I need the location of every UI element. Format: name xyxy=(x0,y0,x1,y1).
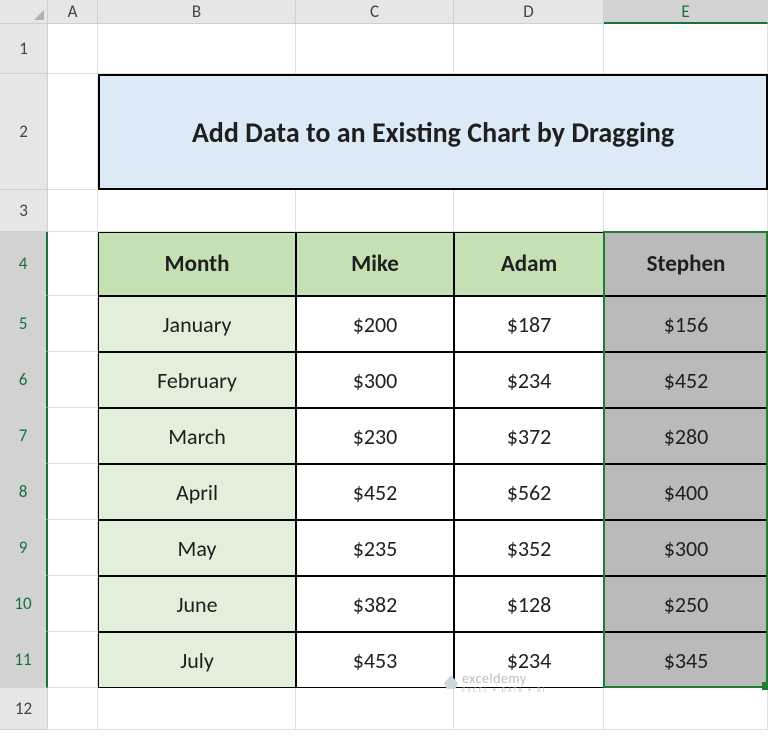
cell[interactable] xyxy=(48,24,98,74)
cell[interactable] xyxy=(48,520,98,576)
watermark-icon xyxy=(444,675,458,689)
row-header-12[interactable]: 12 xyxy=(0,688,48,730)
stephen-cell[interactable]: $280 xyxy=(604,408,768,464)
month-cell[interactable]: June xyxy=(98,576,296,632)
row-header-7[interactable]: 7 xyxy=(0,408,48,464)
mike-cell[interactable]: $382 xyxy=(296,576,454,632)
stephen-cell[interactable]: $452 xyxy=(604,352,768,408)
adam-cell[interactable]: $372 xyxy=(454,408,604,464)
row-header-6[interactable]: 6 xyxy=(0,352,48,408)
cell[interactable] xyxy=(98,688,296,730)
cell[interactable] xyxy=(454,24,604,74)
row-header-8[interactable]: 8 xyxy=(0,464,48,520)
cell[interactable] xyxy=(604,688,768,730)
title-cell[interactable]: Add Data to an Existing Chart by Draggin… xyxy=(98,74,768,190)
stephen-cell[interactable]: $400 xyxy=(604,464,768,520)
mike-cell[interactable]: $200 xyxy=(296,296,454,352)
stephen-cell[interactable]: $300 xyxy=(604,520,768,576)
column-header-E[interactable]: E xyxy=(604,0,768,24)
row-header-10[interactable]: 10 xyxy=(0,576,48,632)
stephen-cell[interactable]: $250 xyxy=(604,576,768,632)
column-header-C[interactable]: C xyxy=(296,0,454,24)
data-table: MonthMikeAdamStephen January$200$187$156 F… xyxy=(98,232,768,688)
mike-cell[interactable]: $452 xyxy=(296,464,454,520)
mike-cell[interactable]: $235 xyxy=(296,520,454,576)
watermark-sub: EXCEL • DATA • BI xyxy=(462,685,546,694)
cell[interactable] xyxy=(48,352,98,408)
column-header-D[interactable]: D xyxy=(454,0,604,24)
table-header-adam[interactable]: Adam xyxy=(454,232,604,296)
cell[interactable] xyxy=(454,190,604,232)
cell[interactable] xyxy=(454,688,604,730)
cell[interactable] xyxy=(48,296,98,352)
stephen-cell[interactable]: $156 xyxy=(604,296,768,352)
row-header-1[interactable]: 1 xyxy=(0,24,48,74)
row-headers: 123456789101112 xyxy=(0,24,48,730)
adam-cell[interactable]: $562 xyxy=(454,464,604,520)
column-header-A[interactable]: A xyxy=(48,0,98,24)
row-header-11[interactable]: 11 xyxy=(0,632,48,688)
cell[interactable] xyxy=(48,688,98,730)
cell[interactable] xyxy=(604,190,768,232)
adam-cell[interactable]: $234 xyxy=(454,352,604,408)
mike-cell[interactable]: $453 xyxy=(296,632,454,688)
cell[interactable] xyxy=(98,24,296,74)
cell[interactable] xyxy=(48,632,98,688)
month-cell[interactable]: May xyxy=(98,520,296,576)
cell[interactable] xyxy=(48,576,98,632)
row-header-9[interactable]: 9 xyxy=(0,520,48,576)
cell[interactable] xyxy=(604,24,768,74)
title-text: Add Data to an Existing Chart by Draggin… xyxy=(192,115,674,150)
select-all-corner[interactable] xyxy=(0,0,48,24)
month-cell[interactable]: March xyxy=(98,408,296,464)
mike-cell[interactable]: $230 xyxy=(296,408,454,464)
table-header-month[interactable]: Month xyxy=(98,232,296,296)
cell[interactable] xyxy=(48,74,98,190)
adam-cell[interactable]: $128 xyxy=(454,576,604,632)
table-header-mike[interactable]: Mike xyxy=(296,232,454,296)
mike-cell[interactable]: $300 xyxy=(296,352,454,408)
column-headers: ABCDE xyxy=(0,0,768,24)
row-header-4[interactable]: 4 xyxy=(0,232,48,296)
table-header-stephen[interactable]: Stephen xyxy=(604,232,768,296)
row-header-2[interactable]: 2 xyxy=(0,74,48,190)
month-cell[interactable]: January xyxy=(98,296,296,352)
column-header-B[interactable]: B xyxy=(98,0,296,24)
cell[interactable] xyxy=(48,408,98,464)
cell[interactable] xyxy=(98,190,296,232)
row-header-5[interactable]: 5 xyxy=(0,296,48,352)
month-cell[interactable]: July xyxy=(98,632,296,688)
row-header-3[interactable]: 3 xyxy=(0,190,48,232)
cell[interactable] xyxy=(296,24,454,74)
month-cell[interactable]: February xyxy=(98,352,296,408)
stephen-cell[interactable]: $345 xyxy=(604,632,768,688)
cell[interactable] xyxy=(48,232,98,296)
adam-cell[interactable]: $352 xyxy=(454,520,604,576)
watermark: exceldemy EXCEL • DATA • BI xyxy=(444,670,546,694)
month-cell[interactable]: April xyxy=(98,464,296,520)
cell[interactable] xyxy=(48,190,98,232)
cell[interactable] xyxy=(296,688,454,730)
adam-cell[interactable]: $187 xyxy=(454,296,604,352)
cell[interactable] xyxy=(296,190,454,232)
cell[interactable] xyxy=(48,464,98,520)
spreadsheet-viewport: ABCDE 123456789101112 Add Data to an Exi… xyxy=(0,0,768,755)
